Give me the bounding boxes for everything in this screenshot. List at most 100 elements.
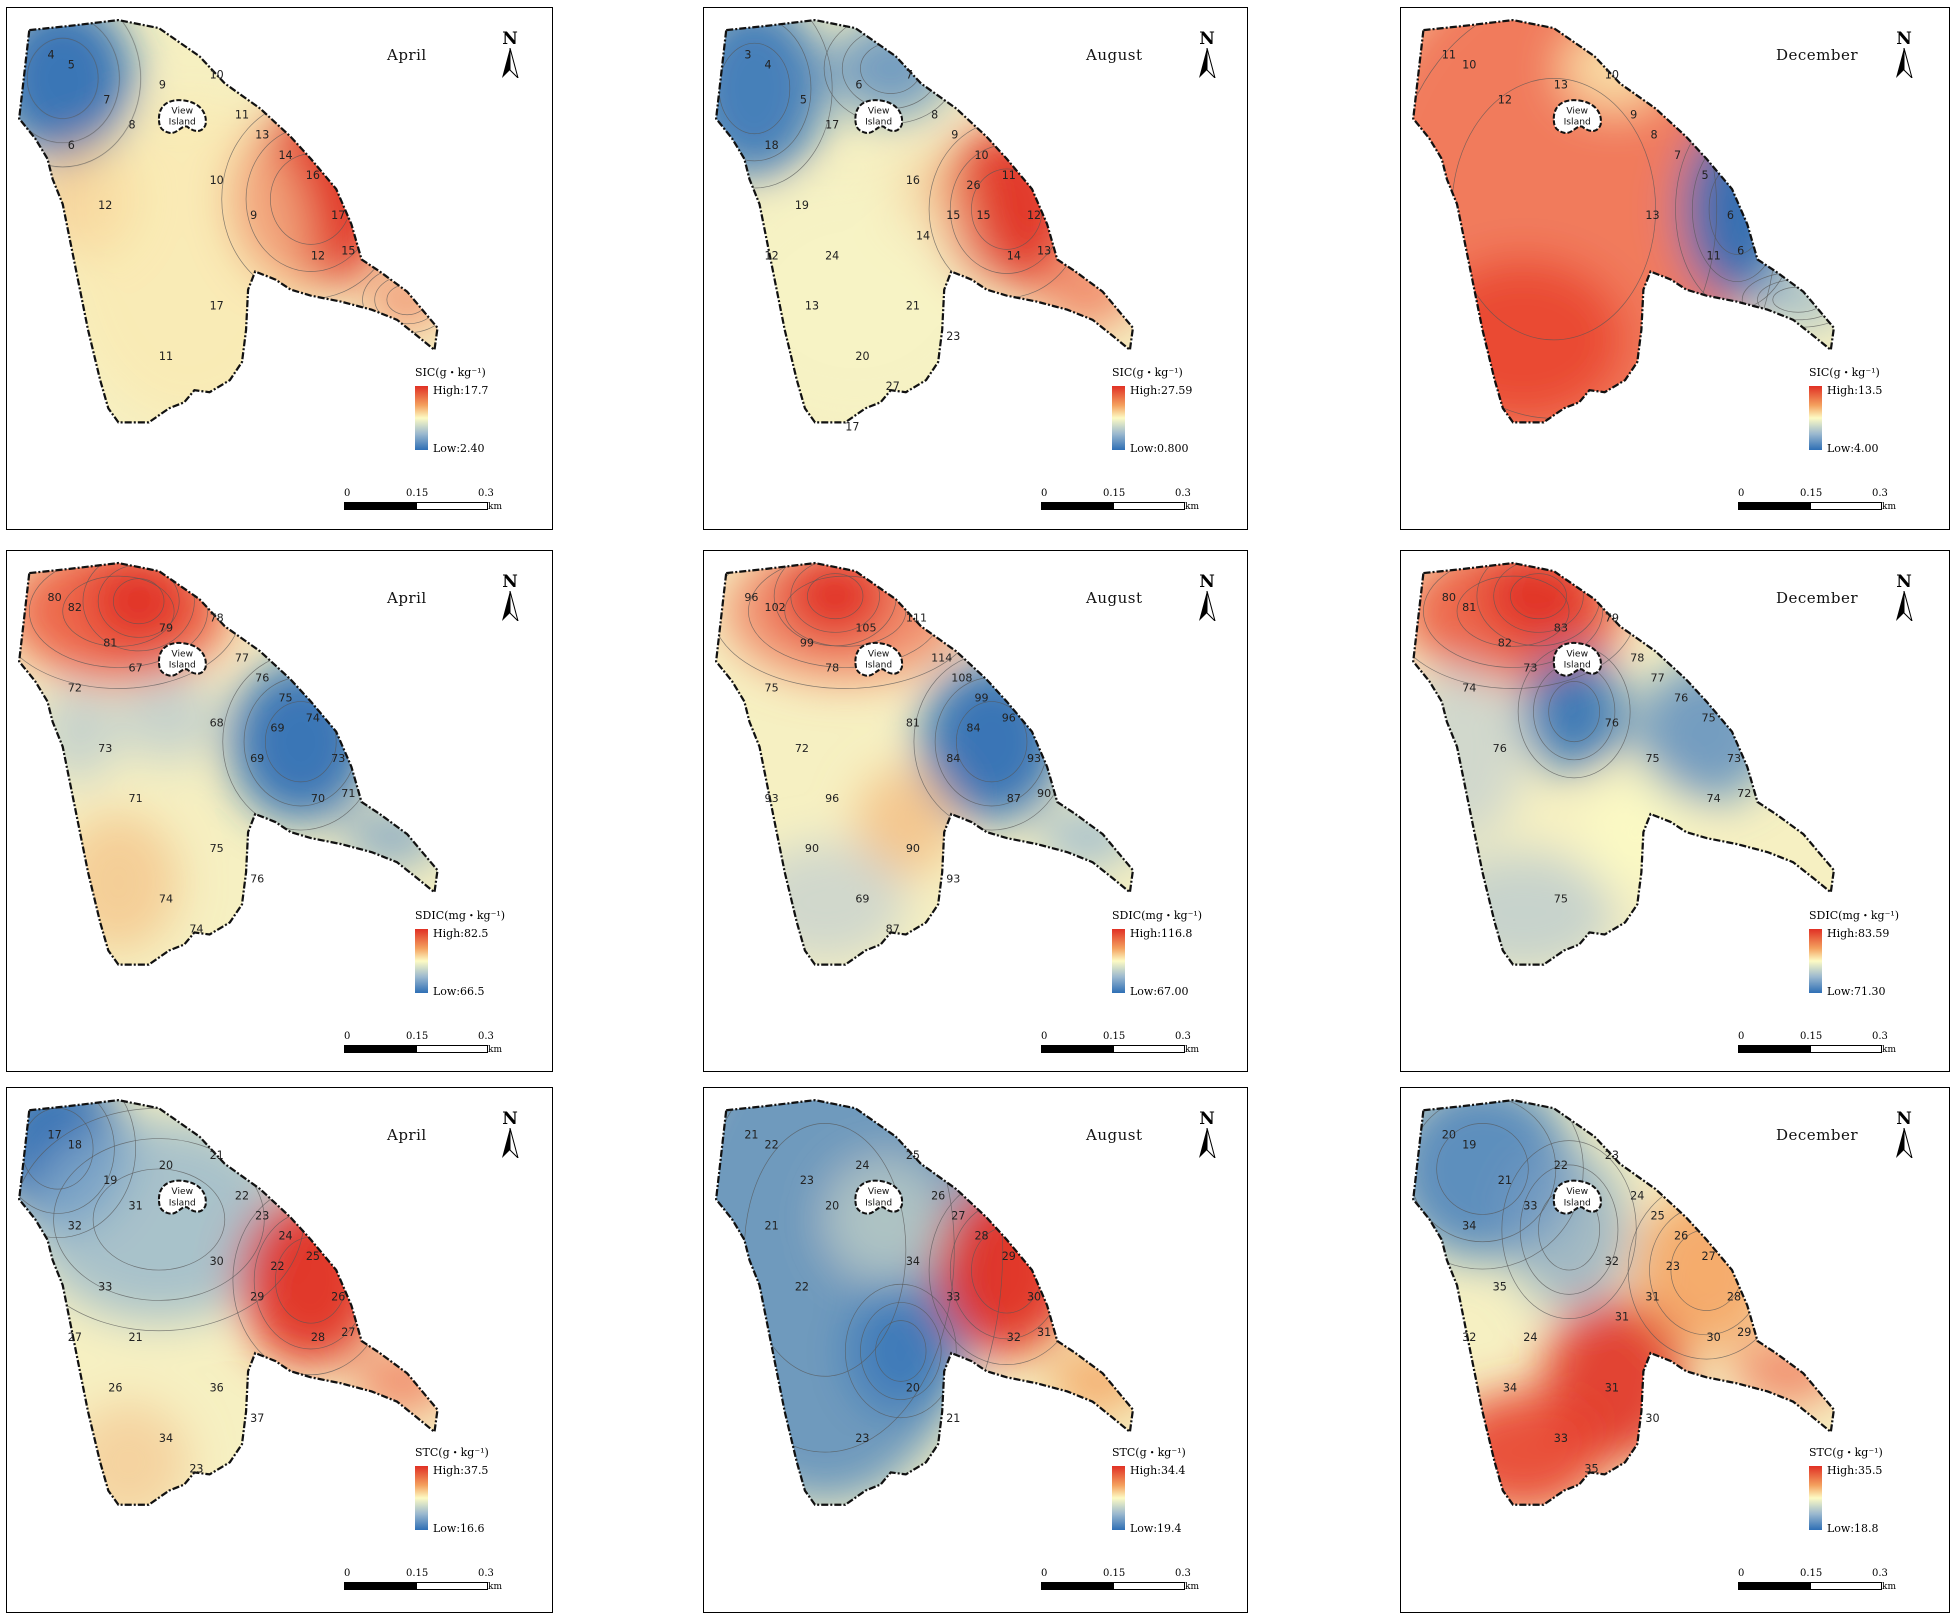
scale-tick-label: 0.15 <box>406 1031 429 1042</box>
contour-label: 74 <box>306 712 320 725</box>
north-arrow: N <box>495 30 525 82</box>
scale-unit: km <box>1882 1582 1896 1592</box>
contour-label: 80 <box>48 591 62 604</box>
legend: SDIC(mg・kg⁻¹) High:116.8 Low:67.00 <box>1112 907 1242 998</box>
contour-label: 10 <box>974 149 988 162</box>
map-panel-sic-august: View Island 3 4 5 6 7 8 9 10 11 12 13 14 15 16 17 18 19 20 2… <box>703 7 1248 530</box>
contour-label: 20 <box>906 1381 920 1394</box>
north-label: N <box>1896 572 1912 592</box>
month-label: April <box>387 589 427 607</box>
legend-title: STC(g・kg⁻¹) <box>1112 1446 1186 1459</box>
contour-label: 36 <box>210 1381 224 1394</box>
contour-label: 19 <box>1462 1139 1476 1152</box>
value-field-blob <box>341 806 438 868</box>
legend: STC(g・kg⁻¹) High:37.5 Low:16.6 <box>415 1444 545 1535</box>
contour-label: 4 <box>48 48 55 61</box>
scale-bar: 0 0.15 0.3 km <box>344 488 514 522</box>
contour-label: 84 <box>946 752 960 765</box>
legend-low: Low:19.4 <box>1130 1522 1182 1535</box>
scale-unit: km <box>1185 1045 1199 1055</box>
contour-label: 73 <box>1523 662 1537 675</box>
map-panel-sic-december: View Island 11 10 12 13 10 9 8 7 5 6 6 11 13 December N S… <box>1400 7 1950 530</box>
legend: SIC(g・kg⁻¹) High:17.7 Low:2.40 <box>415 364 545 455</box>
scale-tick-label: 0.15 <box>1103 1568 1126 1579</box>
contour-label: 77 <box>1651 672 1665 685</box>
value-field-blob <box>1421 259 1626 421</box>
contour-label: 26 <box>1674 1230 1688 1243</box>
contour-label: 81 <box>1462 601 1476 614</box>
contour-label: 26 <box>966 179 980 192</box>
island-label-line2: Island <box>865 1198 892 1208</box>
legend-low: Low:2.40 <box>433 442 485 455</box>
month-label: August <box>1086 589 1143 607</box>
legend: SIC(g・kg⁻¹) High:27.59 Low:0.800 <box>1112 364 1242 455</box>
island-label-line1: View <box>1566 107 1588 117</box>
study-area-boundary <box>714 561 1135 966</box>
scale-tick-label: 0 <box>1041 1568 1048 1579</box>
scale-tick-label: 0.3 <box>1175 1568 1191 1579</box>
contour-label: 34 <box>1503 1381 1517 1394</box>
contour-label: 13 <box>1037 244 1051 257</box>
contour-label: 10 <box>1462 58 1476 71</box>
contour-line <box>860 1302 942 1400</box>
map-panel-stc-april: View Island 17 18 19 20 21 22 23 24 25 26 27 28 29 30 31… <box>6 1087 553 1613</box>
contour-label: 81 <box>906 717 920 730</box>
contour-line <box>1413 1100 1584 1270</box>
scale-bar: 0 0.15 0.3 km <box>344 1568 514 1602</box>
contour-line <box>26 37 99 119</box>
contour-label: 28 <box>1727 1290 1741 1303</box>
contour-label: 76 <box>1605 717 1619 730</box>
island-label-line1: View <box>1566 649 1588 659</box>
contour-label: 114 <box>931 651 952 664</box>
contour-label: 22 <box>1554 1159 1568 1172</box>
scale-tick-label: 0 <box>344 488 351 499</box>
contour-label: 7 <box>906 68 913 81</box>
contour-label: 80 <box>1442 591 1456 604</box>
legend-high: High:82.5 <box>433 927 489 940</box>
contour-label: 25 <box>1651 1210 1665 1223</box>
scale-unit: km <box>1185 1582 1199 1592</box>
contour-line <box>53 1138 265 1301</box>
contour-label: 99 <box>800 636 814 649</box>
contour-line <box>1548 681 1600 743</box>
value-field-blob <box>27 1118 291 1321</box>
scale-tick-label: 0.3 <box>1175 1031 1191 1042</box>
contour-label: 4 <box>765 58 772 71</box>
study-area-boundary <box>17 18 439 424</box>
contour-label: 9 <box>1630 109 1637 122</box>
scale-unit: km <box>488 502 502 512</box>
scale-tick-label: 0.15 <box>1800 1031 1823 1042</box>
contour-label: 23 <box>800 1174 814 1187</box>
contour-line <box>844 1283 957 1419</box>
map-panel-sic-april: View Island 4 5 7 9 10 11 13 14 16 17 15 12 9 10 8 6 12 11 1… <box>6 7 553 530</box>
contour-label: 77 <box>235 651 249 664</box>
legend-high: High:116.8 <box>1130 927 1193 940</box>
value-field-blob <box>825 1158 947 1281</box>
view-island-shape <box>1552 99 1602 134</box>
contour-label: 30 <box>210 1255 224 1268</box>
contour-label: 32 <box>1007 1331 1021 1344</box>
scale-tick-label: 0 <box>1041 1031 1048 1042</box>
value-field-blob <box>850 1290 952 1412</box>
contour-label: 75 <box>1701 712 1715 725</box>
contour-label: 73 <box>98 742 112 755</box>
contour-label: 72 <box>795 742 809 755</box>
contour-label: 11 <box>1002 169 1016 182</box>
contour-line <box>62 575 175 647</box>
contour-label: 22 <box>795 1280 809 1293</box>
contour-label: 78 <box>1630 651 1644 664</box>
contour-label: 35 <box>1584 1462 1598 1475</box>
contour-line <box>19 1100 115 1214</box>
scale-bar-white <box>1113 1582 1185 1590</box>
legend-high: High:35.5 <box>1827 1464 1883 1477</box>
contour-label: 71 <box>129 792 143 805</box>
contour-label: 3 <box>744 48 751 61</box>
contour-label: 69 <box>855 892 869 905</box>
scale-bar-black <box>1738 502 1812 510</box>
contour-line <box>264 701 337 783</box>
contour-label: 29 <box>1002 1250 1016 1263</box>
month-label: August <box>1086 1126 1143 1144</box>
contour-label: 21 <box>744 1129 758 1142</box>
view-island-shape <box>157 99 207 134</box>
